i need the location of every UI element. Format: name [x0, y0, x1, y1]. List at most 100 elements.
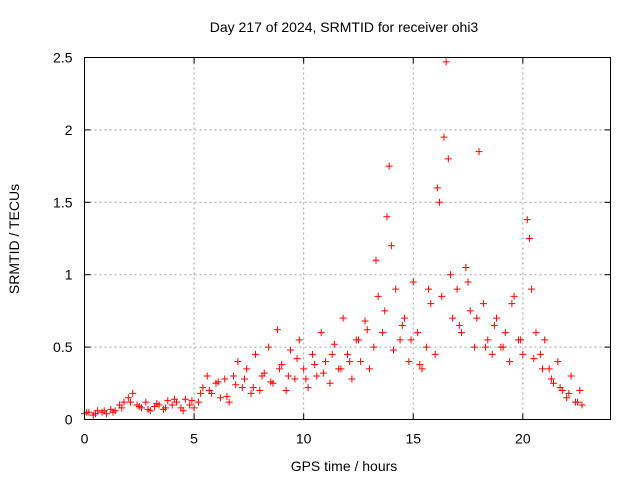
data-point [392, 285, 400, 293]
data-point [433, 184, 441, 192]
data-point [519, 350, 527, 358]
data-point [440, 133, 448, 141]
x-tick-label: 20 [515, 431, 531, 447]
data-point [400, 314, 408, 322]
data-point [363, 326, 371, 334]
data-point [387, 242, 395, 250]
data-point [91, 410, 99, 418]
data-point [243, 365, 251, 373]
data-point [256, 387, 264, 395]
data-point [427, 300, 435, 308]
data-marks [81, 58, 586, 419]
data-point [287, 346, 295, 354]
data-point [203, 372, 211, 380]
data-point [354, 336, 362, 344]
data-point [348, 375, 356, 383]
data-point [216, 394, 224, 402]
data-point [379, 329, 387, 337]
data-point [506, 358, 514, 366]
data-point [267, 378, 275, 386]
data-point [455, 321, 463, 329]
data-point [339, 314, 347, 322]
data-point [120, 398, 128, 406]
data-point [464, 278, 472, 286]
data-point [414, 329, 422, 337]
x-axis-label: GPS time / hours [291, 458, 398, 474]
data-point [251, 350, 259, 358]
data-point [536, 350, 544, 358]
x-tick-label: 5 [190, 431, 198, 447]
data-point [539, 365, 547, 373]
data-point [385, 162, 393, 170]
data-point [186, 401, 194, 409]
data-point [550, 379, 558, 387]
tick-labels: 0 5 10 15 20 0 0.5 1 1.5 2 2.5 [53, 50, 531, 447]
y-tick-label: 1 [65, 267, 73, 283]
chart-title: Day 217 of 2024, SRMTID for receiver ohi… [210, 19, 479, 35]
data-point [144, 405, 152, 413]
data-point [168, 401, 176, 409]
plot-frame [84, 57, 611, 420]
data-point [194, 398, 202, 406]
data-point [475, 148, 483, 156]
data-point [230, 372, 238, 380]
data-point [225, 398, 233, 406]
data-point [170, 395, 178, 403]
data-point [258, 372, 266, 380]
data-point [425, 285, 433, 293]
data-point [436, 198, 444, 206]
data-point [484, 336, 492, 344]
data-point [249, 384, 257, 392]
data-point [190, 404, 198, 412]
data-point [576, 387, 584, 395]
data-point [493, 314, 501, 322]
data-point [547, 375, 555, 383]
data-point [447, 271, 455, 279]
data-point [501, 329, 509, 337]
data-point [365, 365, 373, 373]
data-point [179, 407, 187, 415]
data-point [337, 365, 345, 373]
data-point [293, 355, 301, 363]
data-point [273, 326, 281, 334]
data-point [284, 372, 292, 380]
data-point [563, 394, 571, 402]
data-point [528, 285, 536, 293]
data-point [344, 350, 351, 358]
data-point [545, 365, 553, 373]
data-point [300, 365, 308, 373]
data-point [490, 321, 498, 329]
data-point [295, 336, 303, 344]
data-point [383, 213, 391, 221]
data-point [449, 314, 457, 322]
data-point [471, 343, 479, 351]
data-point [418, 365, 426, 373]
y-tick-label: 2.5 [53, 50, 73, 66]
y-tick-label: 1.5 [53, 194, 73, 210]
data-point [129, 389, 137, 397]
data-point [304, 384, 312, 392]
data-point [405, 358, 413, 366]
data-point [453, 285, 461, 293]
data-point [578, 401, 586, 409]
data-point [525, 235, 533, 242]
data-point [357, 358, 365, 366]
grid-lines [84, 57, 611, 420]
data-point [164, 397, 172, 405]
data-point [326, 379, 334, 387]
data-point [127, 398, 135, 406]
data-point [361, 317, 369, 325]
data-point [153, 400, 161, 408]
data-point [197, 389, 205, 397]
data-point [499, 343, 507, 351]
data-point [247, 389, 255, 397]
data-point [396, 336, 404, 344]
data-point [100, 407, 108, 415]
data-point [238, 384, 246, 392]
data-point [330, 340, 338, 348]
x-tick-label: 10 [296, 431, 312, 447]
data-point [523, 216, 531, 224]
data-point [370, 343, 378, 351]
data-point [574, 398, 582, 406]
